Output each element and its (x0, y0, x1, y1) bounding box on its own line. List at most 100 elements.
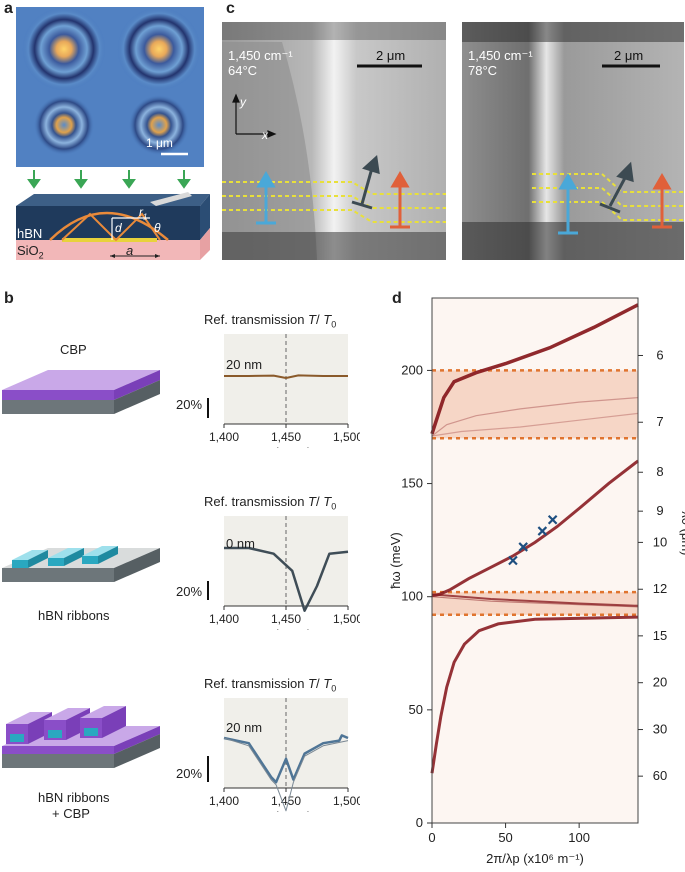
x-tick-label: 1,450 (271, 794, 301, 808)
panel-c-right-scale: 2 μm (614, 48, 644, 63)
refracted-arrow (351, 154, 380, 210)
panel-c-left-image (222, 22, 446, 260)
series-line (223, 734, 349, 784)
excitation-arrows (27, 170, 191, 189)
y2-tick-label: 12 (653, 581, 667, 596)
y-axis-label: ħω (meV) (388, 532, 403, 588)
panel-a-nearfield-image (16, 7, 204, 167)
incident-arrow (558, 173, 578, 235)
y2-tick-label: 60 (653, 768, 667, 783)
sample-label: CBP (60, 342, 87, 357)
x-tick-label: 1,450 (271, 612, 301, 626)
panel-c-left-wavenumber: 1,450 cm⁻¹ (228, 48, 293, 63)
y2-tick-label: 6 (656, 347, 663, 362)
nearfield-ring (129, 95, 189, 155)
measured-point (547, 514, 558, 525)
sio2-substrate (16, 240, 200, 260)
reflected-arrow (652, 173, 672, 229)
panel-c-label: c (226, 0, 235, 17)
y2-tick-label: 10 (653, 534, 667, 549)
measured-point (518, 542, 529, 552)
x-tick-label: 1,500 (333, 612, 360, 626)
sample-label: + CBP (52, 806, 90, 821)
polariton-branch (431, 397, 639, 437)
hbn-label: hBN (17, 226, 43, 241)
x-tick-label: 50 (498, 830, 512, 845)
axis-x-label: x (262, 128, 268, 142)
x-tick-label: 1,500 (333, 794, 360, 808)
scale-label: 20% (176, 397, 203, 412)
transmission-plot: 1,400 1,450 1,500 ω (cm⁻¹) (207, 334, 360, 448)
plot-title: Ref. transmission T/ T0 (204, 494, 337, 512)
d-label: d (115, 221, 122, 235)
y-tick-label: 100 (401, 589, 423, 604)
x-tick-label: 1,400 (209, 794, 239, 808)
y2-tick-label: 20 (653, 675, 667, 690)
reflected-arrow (390, 171, 410, 229)
polariton-branch (430, 303, 639, 435)
theta-label: θ (154, 221, 161, 235)
panel-c-right-temp: 78°C (468, 63, 498, 78)
y-tick-label: 150 (401, 476, 423, 491)
x-axis-label: 2π/λp (x10⁶ m⁻¹) (486, 851, 584, 866)
polariton-branch (431, 593, 639, 607)
sample-label: hBN ribbons (38, 790, 110, 805)
panel-a-scale-label: 1 μm (146, 136, 173, 150)
thickness-label: 0 nm (226, 536, 255, 551)
panel-c-left-temp: 64°C (228, 63, 258, 78)
a-label: a (126, 243, 134, 258)
panel-a-label: a (4, 0, 13, 17)
sample-label: hBN ribbons (38, 608, 110, 623)
nearfield-ring (22, 7, 106, 91)
panel-c-left-scale: 2 μm (376, 48, 406, 63)
dispersion-plot: 0 50 100 0 50 100 150 200 6 7 8 9 10 12 15 20 30 60 2π/λp … (388, 297, 685, 866)
incident-arrow (256, 171, 276, 225)
thickness-label: 20 nm (226, 357, 263, 372)
afm-tip (150, 192, 192, 206)
axis-y-label: y (240, 95, 246, 109)
measured-point (537, 526, 548, 536)
x-tick-label: 1,500 (333, 430, 360, 444)
r1-label: r1 (139, 205, 148, 222)
y-tick-label: 0 (416, 815, 423, 830)
y-tick-label: 200 (401, 362, 423, 377)
scale-label: 20% (176, 584, 203, 599)
panel-a-schematic (16, 192, 210, 260)
panel-c-right-image (462, 22, 684, 260)
panel-b-label: b (4, 290, 14, 307)
nearfield-ring (117, 7, 201, 91)
polariton-branch (431, 459, 639, 598)
series-line (224, 546, 349, 612)
panel-d-label: d (392, 290, 402, 307)
plot-title: Ref. transmission T/ T0 (204, 676, 337, 694)
sample-hbn-cbp-illustration (2, 706, 160, 768)
scale-label: 20% (176, 766, 203, 781)
polariton-branch (430, 615, 639, 774)
y2-axis-label: λ0 (μm) (679, 511, 685, 555)
measured-point (508, 555, 518, 566)
panel-c-right-wavenumber: 1,450 cm⁻¹ (468, 48, 533, 63)
nearfield-ring (34, 95, 94, 155)
hbn-slab (16, 206, 200, 240)
y2-tick-label: 7 (656, 414, 663, 429)
plot-title: Ref. transmission T/ T0 (204, 312, 337, 330)
x-tick-label: 0 (428, 830, 435, 845)
y-tick-label: 50 (409, 702, 423, 717)
x-tick-label: 1,450 (271, 430, 301, 444)
transmission-plot: 1,400 1,450 1,500 ω (cm⁻¹) (207, 516, 360, 630)
sio2-label: SiO2 (17, 243, 44, 261)
y2-tick-label: 8 (656, 464, 663, 479)
x-axis-label: ω (cm⁻¹) (261, 809, 312, 812)
x-axis-label: ω (cm⁻¹) (261, 445, 312, 448)
x-tick-label: 1,400 (209, 612, 239, 626)
refracted-arrow (599, 161, 634, 214)
band-shading (432, 370, 638, 439)
sample-hbn-ribbons-illustration (2, 546, 160, 582)
gold-disk (62, 238, 157, 242)
transmission-plot: 1,400 1,450 1,500 ω (cm⁻¹) (207, 698, 360, 812)
series-line (223, 737, 349, 812)
series-line (224, 374, 348, 379)
x-tick-label: 1,400 (209, 430, 239, 444)
thickness-label: 20 nm (226, 720, 263, 735)
y2-tick-label: 9 (656, 503, 663, 518)
